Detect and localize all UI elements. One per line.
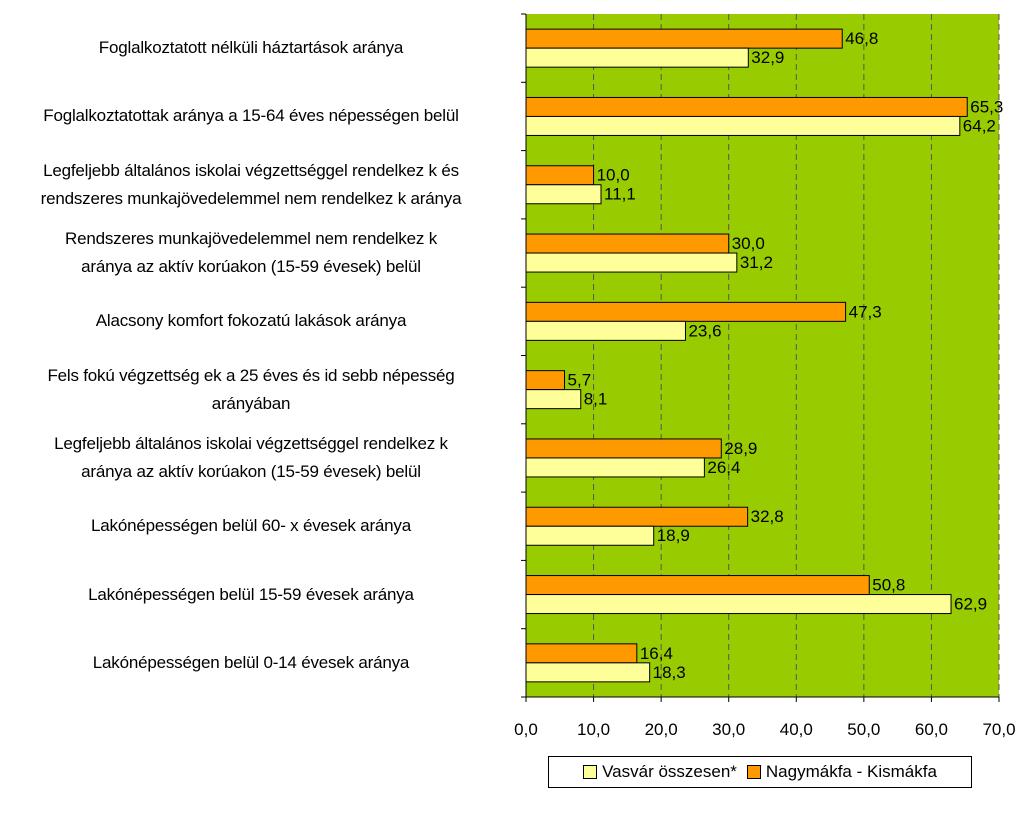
bar xyxy=(525,320,686,341)
data-label: 18,3 xyxy=(653,663,686,682)
data-label: 16,4 xyxy=(640,644,673,663)
category-label: Lakónépességen belül 15-59 évesek aránya xyxy=(88,584,414,604)
data-label: 32,8 xyxy=(751,507,784,526)
category-label: Rendszeres munkajövedelemmel nem rendelk… xyxy=(65,229,437,277)
category-label: Foglalkoztatott nélküli háztartások arán… xyxy=(98,38,404,58)
x-tick-labels: 0,0 10,0 20,0 30,0 40,0 50,0 60,0 70,0 xyxy=(514,720,1015,739)
data-label: 62,9 xyxy=(954,595,987,614)
x-tick-label: 20,0 xyxy=(645,720,678,739)
bar xyxy=(525,457,705,478)
data-label: 30,0 xyxy=(732,234,765,253)
data-label: 5,7 xyxy=(568,371,592,390)
legend-label-vasvar: Vasvár összesen* xyxy=(602,762,737,781)
bar xyxy=(525,96,968,117)
data-label: 10,0 xyxy=(597,166,630,185)
legend: Vasvár összesen* Nagymákfa - Kismákfa xyxy=(548,756,972,788)
bar xyxy=(525,575,870,596)
data-label: 28,9 xyxy=(724,439,757,458)
bar xyxy=(525,233,730,254)
x-tick-label: 10,0 xyxy=(577,720,610,739)
x-tick-label: 40,0 xyxy=(780,720,813,739)
bars xyxy=(525,28,968,683)
data-label: 65,3 xyxy=(970,97,1003,116)
x-tick-label: 30,0 xyxy=(712,720,745,739)
category-label: Lakónépességen belül 0-14 évesek aránya xyxy=(92,652,410,672)
bar xyxy=(525,115,961,136)
category-label: Foglalkoztatottak aránya a 15-64 éves né… xyxy=(43,106,459,126)
bar xyxy=(525,301,847,322)
data-label: 26,4 xyxy=(707,458,740,477)
bar xyxy=(525,47,749,68)
category-label: Legfeljebb általános iskolai végzettségg… xyxy=(54,433,448,481)
bar xyxy=(525,165,595,186)
data-label: 32,9 xyxy=(751,48,784,67)
data-label: 23,6 xyxy=(688,321,721,340)
x-tick-label: 0,0 xyxy=(514,720,538,739)
x-tick-label: 70,0 xyxy=(982,720,1015,739)
x-tick-label: 50,0 xyxy=(847,720,880,739)
bar xyxy=(525,184,602,205)
data-label: 31,2 xyxy=(740,253,773,272)
data-label: 50,8 xyxy=(872,576,905,595)
data-label: 8,1 xyxy=(584,390,608,409)
legend-swatch-vasvar xyxy=(583,765,598,779)
data-label: 47,3 xyxy=(849,302,882,321)
data-labels: 46,8 32,9 65,364,2 10,011,1 30,031,2 47,3 23,6… xyxy=(568,29,1004,682)
data-label: 18,9 xyxy=(657,526,690,545)
bar xyxy=(525,662,651,683)
data-label: 46,8 xyxy=(845,29,878,48)
category-label: Fels fokú végzettség ek a 25 éves és id … xyxy=(47,365,455,413)
legend-label-nagymakfa: Nagymákfa - Kismákfa xyxy=(765,762,937,781)
category-label: Lakónépességen belül 60- x évesek aránya xyxy=(91,516,411,536)
bar xyxy=(525,389,582,410)
category-label: Alacsony komfort fokozatú lakások aránya xyxy=(95,311,407,331)
legend-item-vasvar: Vasvár összesen* xyxy=(583,762,737,782)
bar xyxy=(525,28,843,49)
bar xyxy=(525,594,952,615)
legend-item-nagymakfa: Nagymákfa - Kismákfa xyxy=(746,762,937,782)
x-tick-label: 60,0 xyxy=(915,720,948,739)
legend-swatch-nagymakfa xyxy=(746,765,761,779)
bar xyxy=(525,525,655,546)
bar xyxy=(525,252,738,273)
bar xyxy=(525,438,722,459)
data-label: 11,1 xyxy=(604,185,636,204)
category-label: Legfeljebb általános iskolai végzettségg… xyxy=(40,160,462,208)
bar xyxy=(525,643,638,664)
axes xyxy=(521,13,1000,702)
bar xyxy=(525,506,749,527)
bar xyxy=(525,370,566,391)
data-label: 64,2 xyxy=(963,116,996,135)
